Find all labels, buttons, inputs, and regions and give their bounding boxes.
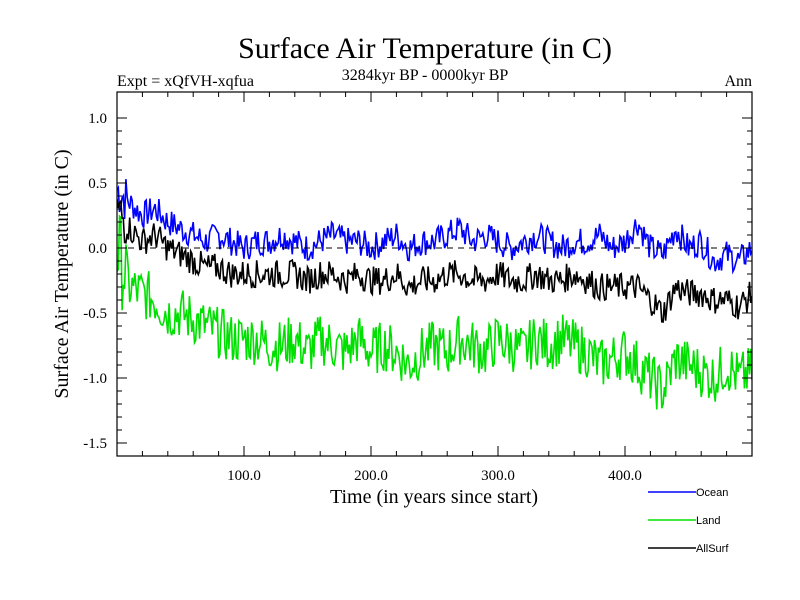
y-axis-label: Surface Air Temperature (in C) [51, 149, 73, 398]
y-tick-label: 1.0 [88, 111, 107, 127]
series-line-land [117, 214, 752, 410]
x-axis-label: Time (in years since start) [330, 486, 538, 508]
y-tick-label: -1.0 [83, 371, 107, 387]
period-label: Ann [724, 73, 752, 90]
x-tick-label: 100.0 [227, 468, 261, 484]
experiment-label: Expt = xQfVH-xqfua [117, 73, 254, 90]
series-layer [117, 179, 752, 410]
y-tick-label: 0.5 [88, 176, 107, 192]
series-line-ocean [117, 179, 752, 275]
y-axis-ticks: 1.0 0.5 0.0 -0.5 -1.0 -1.5 [83, 111, 752, 452]
legend: Ocean Land AllSurf [648, 487, 729, 555]
y-tick-label: 0.0 [88, 241, 107, 257]
legend-label-ocean: Ocean [696, 487, 728, 499]
legend-label-land: Land [696, 515, 720, 527]
chart-title: Surface Air Temperature (in C) [238, 32, 612, 65]
y-tick-label: -1.5 [83, 436, 107, 452]
series-line-allsurf [117, 198, 752, 323]
legend-label-allsurf: AllSurf [696, 543, 729, 555]
x-tick-label: 400.0 [608, 468, 642, 484]
chart-subtitle: 3284kyr BP - 0000kyr BP [342, 67, 509, 84]
x-tick-label: 200.0 [354, 468, 388, 484]
x-tick-label: 300.0 [481, 468, 515, 484]
y-tick-label: -0.5 [83, 306, 107, 322]
x-axis-ticks: 100.0 200.0 300.0 400.0 [141, 92, 728, 484]
